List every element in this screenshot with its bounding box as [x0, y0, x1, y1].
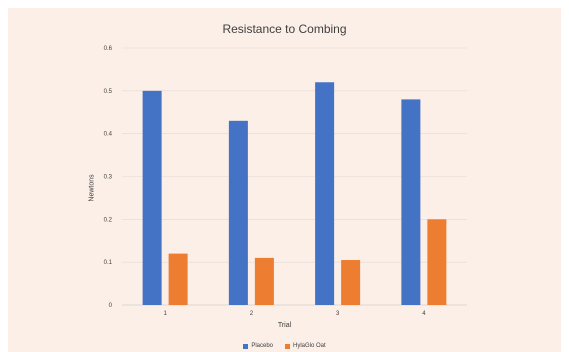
bar-placebo-trial-1 — [142, 90, 162, 305]
x-axis-label: Trial — [277, 322, 292, 329]
chart-background — [8, 8, 561, 352]
bar-hylaglo-oat-trial-2 — [254, 257, 274, 305]
y-tick-labels: 0 0.1 0.2 0.3 0.4 0.5 0.6 — [104, 46, 113, 309]
legend-item-placebo: Placebo — [243, 343, 273, 349]
legend-item-hylaglo-oat: HylaGlo Oat — [285, 343, 326, 349]
y-tick-label: 0.5 — [104, 89, 113, 95]
y-tick-label: 0.1 — [104, 260, 113, 266]
x-tick-label: 1 — [163, 311, 167, 317]
bar-hylaglo-oat-trial-3 — [341, 260, 361, 305]
bar-placebo-trial-2 — [228, 120, 248, 305]
bar-hylaglo-oat-trial-1 — [168, 253, 188, 305]
bars — [142, 82, 447, 306]
y-tick-label: 0.6 — [104, 46, 113, 52]
x-tick-label: 4 — [422, 311, 426, 317]
legend-label-hylaglo-oat: HylaGlo Oat — [293, 343, 326, 349]
legend: Placebo HylaGlo Oat — [0, 343, 569, 349]
chart-title: Resistance to Combing — [222, 22, 347, 36]
bar-placebo-trial-3 — [315, 82, 335, 306]
legend-swatch-placebo — [243, 343, 249, 349]
bar-placebo-trial-4 — [401, 99, 421, 306]
legend-swatch-hylaglo-oat — [285, 343, 290, 349]
x-tick-label: 2 — [250, 311, 254, 317]
y-tick-label: 0.2 — [104, 217, 113, 223]
y-tick-label: 0 — [109, 303, 113, 309]
bar-hylaglo-oat-trial-4 — [427, 219, 447, 305]
y-tick-label: 0.4 — [104, 132, 113, 138]
y-axis-label: Newtons — [88, 174, 96, 202]
x-tick-labels: 1 2 3 4 — [163, 311, 426, 317]
legend-label-placebo: Placebo — [251, 343, 273, 349]
y-tick-label: 0.3 — [104, 175, 113, 181]
x-tick-label: 3 — [336, 311, 340, 317]
